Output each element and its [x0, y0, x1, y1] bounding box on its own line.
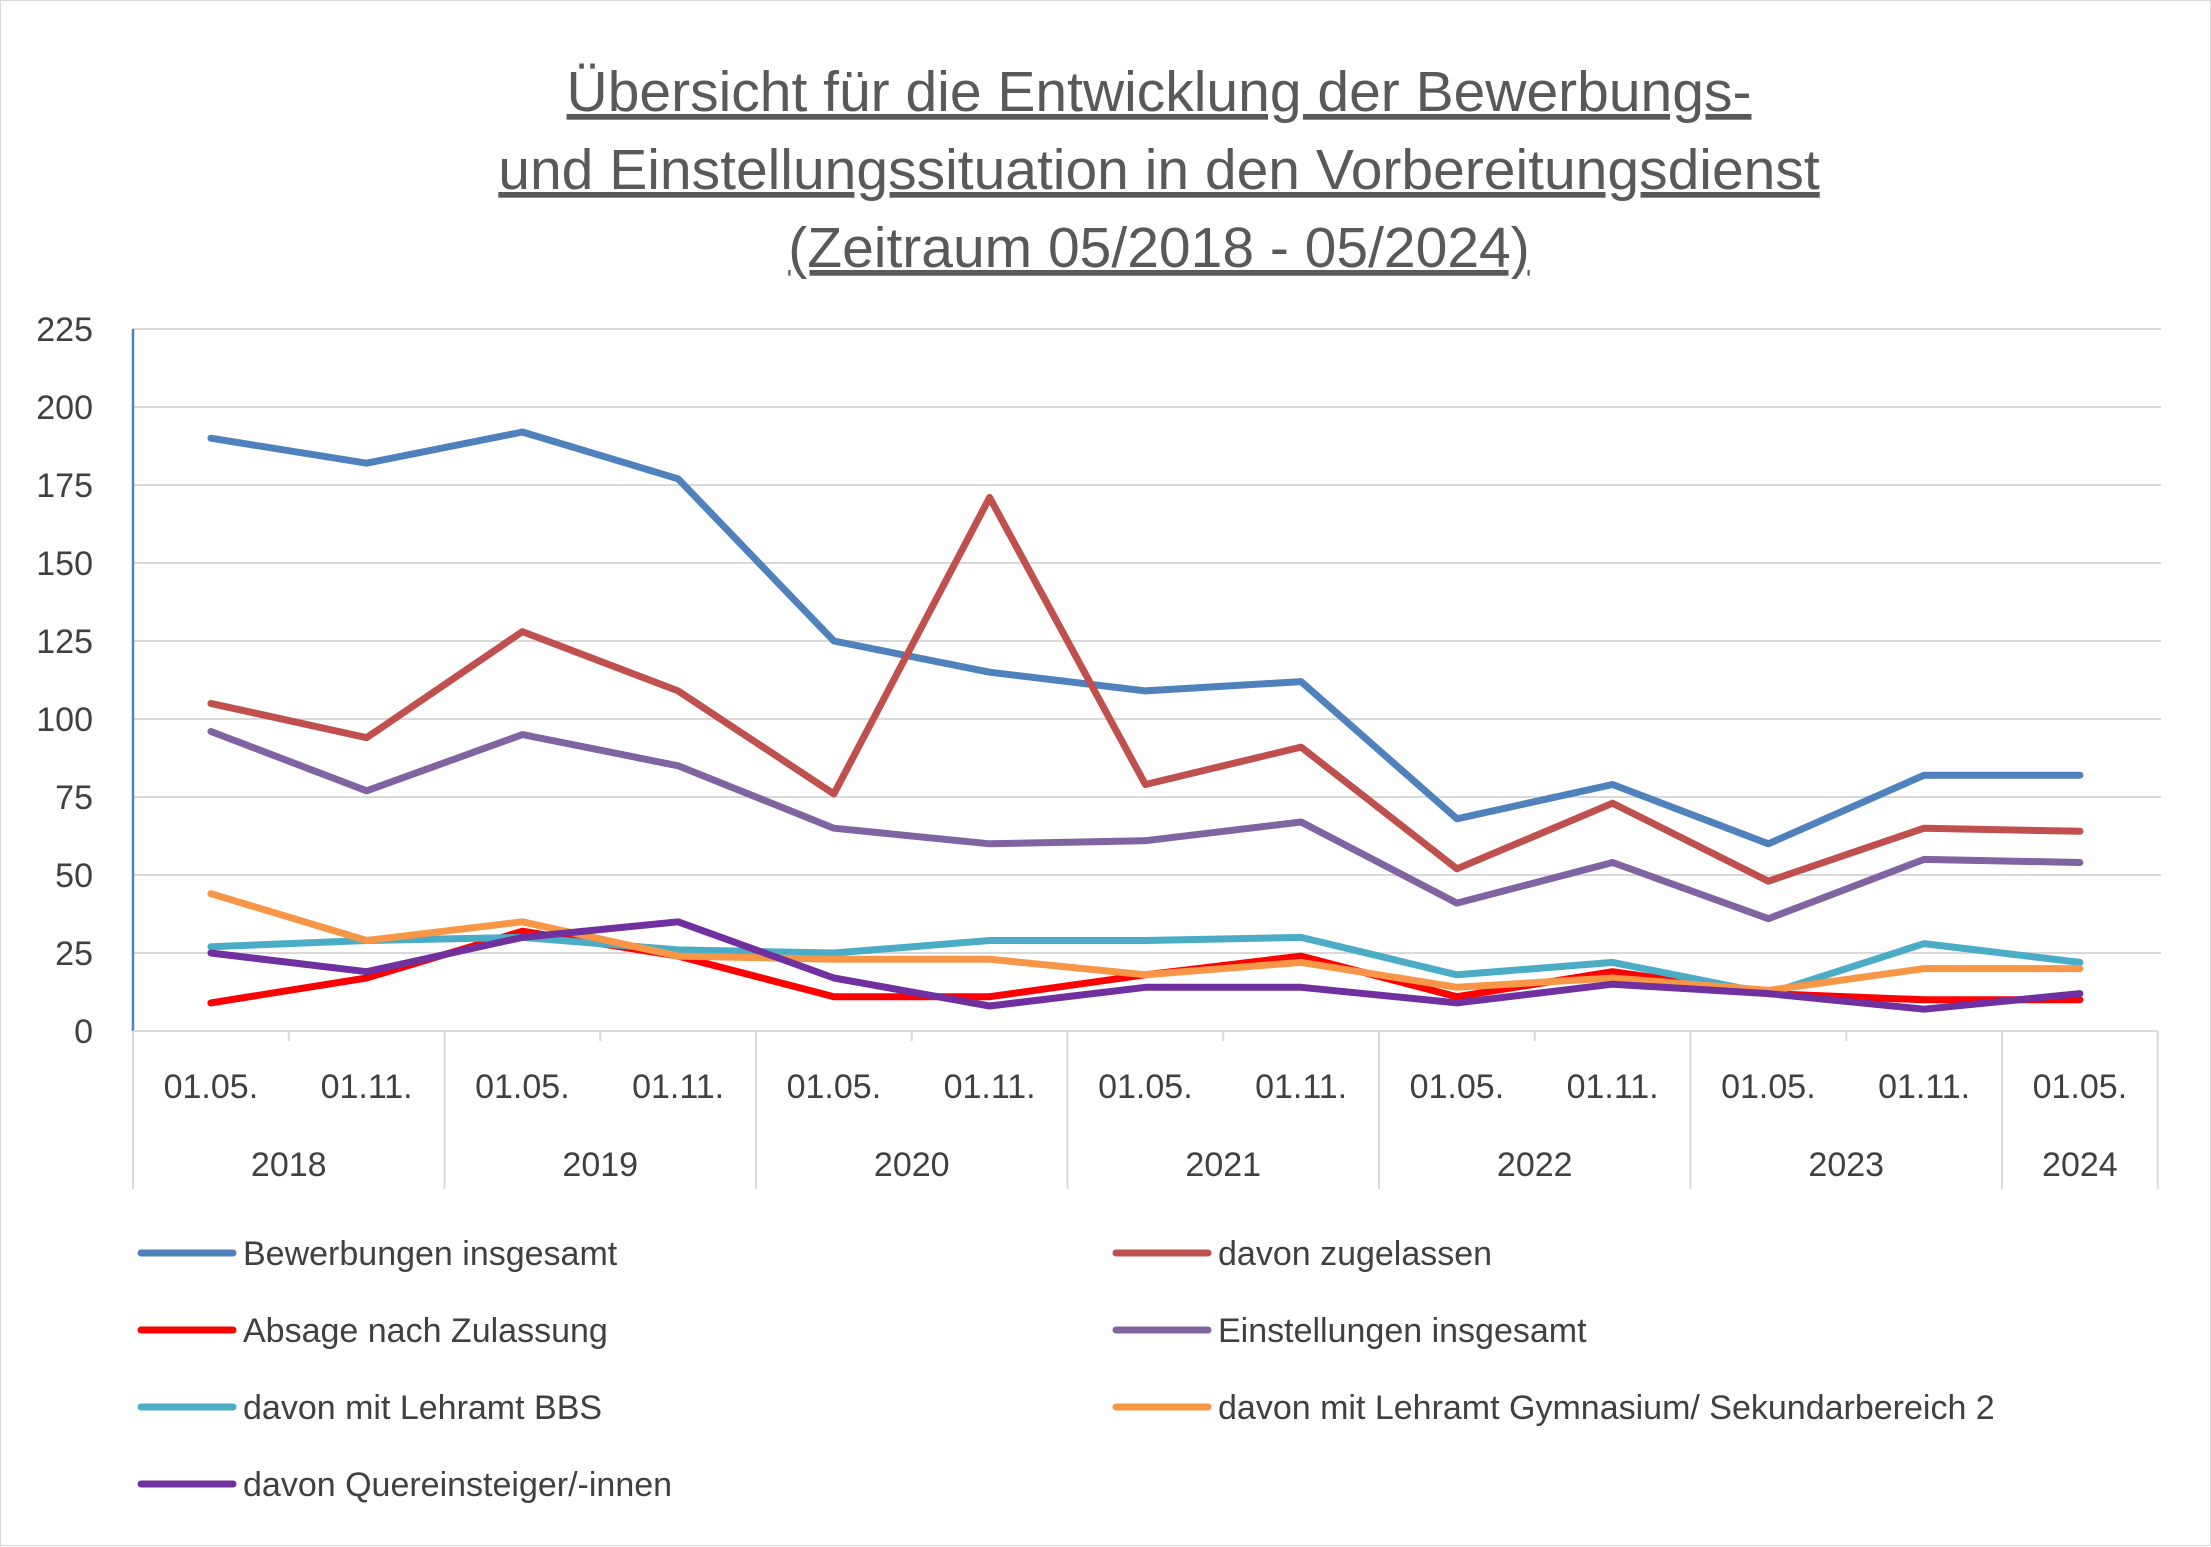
y-tick-label: 75	[55, 779, 93, 817]
gridlines	[133, 328, 2161, 954]
y-tick-label: 0	[74, 1013, 93, 1051]
legend-label: Einstellungen insgesamt	[1218, 1312, 1587, 1350]
x-tick-label: 01.11.	[1878, 1068, 1970, 1106]
legend-item: davon mit Lehramt Gymnasium/ Sekundarber…	[1112, 1389, 1995, 1427]
legend-label: davon mit Lehramt BBS	[243, 1389, 602, 1427]
legend-item: davon mit Lehramt BBS	[137, 1389, 602, 1427]
year-label: 2021	[1185, 1146, 1261, 1184]
x-tick-label: 01.05.	[475, 1068, 570, 1106]
x-tick-label: 01.05.	[2033, 1068, 2128, 1106]
series-line-2	[207, 494, 2084, 885]
x-tick-label: 01.11.	[944, 1068, 1036, 1106]
y-tick-label: 225	[36, 311, 93, 349]
year-label: 2018	[251, 1146, 327, 1184]
year-label: 2020	[874, 1146, 950, 1184]
legend-item: davon Quereinsteiger/-innen	[137, 1466, 672, 1504]
year-label: 2022	[1497, 1146, 1573, 1184]
x-axis: 01.05. 01.11. 01.05. 01.11. 01.05. 01.11. 01.0…	[132, 1030, 2159, 1189]
x-tick-label: 01.11.	[632, 1068, 724, 1106]
year-label: 2019	[562, 1146, 638, 1184]
legend-item: Absage nach Zulassung	[137, 1312, 608, 1350]
y-tick-label: 100	[36, 701, 93, 739]
x-tick-label: 01.05.	[1410, 1068, 1505, 1106]
y-tick-label: 175	[36, 467, 93, 505]
y-axis: 0 25 50 75 100 125 150 175 200 225	[36, 311, 135, 1051]
x-tick-label: 01.11.	[321, 1068, 413, 1106]
series-lines	[207, 428, 2084, 1013]
x-tick-label: 01.05.	[164, 1068, 259, 1106]
chart-title-line-1: Übersicht für die Entwicklung der Bewerb…	[567, 60, 1752, 124]
chart-title-line-3: (Zeitraum 05/2018 - 05/2024)	[788, 216, 1529, 280]
legend: Bewerbungen insgesamt davon zugelassen Abs…	[137, 1235, 1995, 1504]
year-label: 2023	[1808, 1146, 1884, 1184]
legend-item: Einstellungen insgesamt	[1112, 1312, 1587, 1350]
chart-title: Übersicht für die Entwicklung der Bewerb…	[498, 60, 1820, 280]
legend-label: Absage nach Zulassung	[243, 1312, 608, 1350]
x-tick-label: 01.05.	[787, 1068, 882, 1106]
year-label: 2024	[2042, 1146, 2118, 1184]
y-tick-label: 125	[36, 623, 93, 661]
y-tick-label: 200	[36, 389, 93, 427]
chart-title-line-2: und Einstellungssituation in den Vorbere…	[498, 138, 1820, 202]
legend-label: davon Quereinsteiger/-innen	[243, 1466, 672, 1504]
y-tick-label: 150	[36, 545, 93, 583]
x-tick-label: 01.11.	[1567, 1068, 1659, 1106]
series-line-4	[207, 728, 2084, 923]
x-tick-label: 01.11.	[1255, 1068, 1347, 1106]
y-tick-label: 25	[55, 935, 93, 973]
y-tick-label: 50	[55, 857, 93, 895]
x-tick-label: 01.05.	[1098, 1068, 1193, 1106]
legend-label: davon mit Lehramt Gymnasium/ Sekundarber…	[1218, 1389, 1995, 1427]
legend-label: davon zugelassen	[1218, 1235, 1492, 1273]
series-line-7	[207, 918, 2084, 1013]
legend-label: Bewerbungen insgesamt	[243, 1235, 618, 1273]
legend-item: davon zugelassen	[1112, 1235, 1492, 1273]
x-tick-label: 01.05.	[1721, 1068, 1816, 1106]
legend-item: Bewerbungen insgesamt	[137, 1235, 618, 1273]
series-line-1	[207, 428, 2084, 848]
